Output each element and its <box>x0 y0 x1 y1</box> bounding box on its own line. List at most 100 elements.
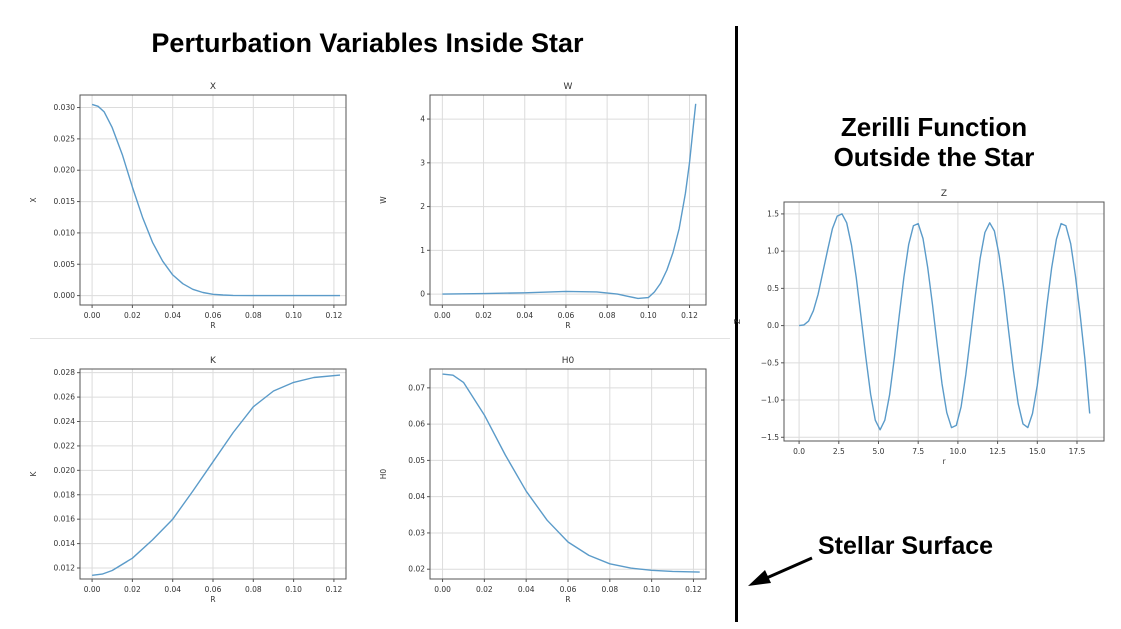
main-title: Perturbation Variables Inside Star <box>151 28 584 58</box>
chart-title: X <box>210 82 216 92</box>
y-tick-label: 4 <box>420 115 425 124</box>
y-tick-label: 1 <box>420 246 425 255</box>
y-tick-label: 3 <box>420 158 425 167</box>
y-tick-label: 0.5 <box>767 284 779 293</box>
x-tick-label: 0.02 <box>476 585 493 594</box>
x-tick-label: 17.5 <box>1069 447 1086 456</box>
y-tick-label: 0.018 <box>54 490 76 499</box>
y-tick-label: 0.06 <box>408 420 425 429</box>
y-tick-label: 2 <box>420 202 425 211</box>
y-axis-label: H0 <box>379 469 388 480</box>
x-tick-label: 0.02 <box>475 311 492 320</box>
plot-frame <box>783 201 1105 442</box>
series-line <box>442 103 697 300</box>
x-tick-label: 2.5 <box>833 447 845 456</box>
x-tick-label: 0.08 <box>245 311 262 320</box>
x-tick-label: 0.08 <box>601 585 618 594</box>
series-line <box>798 213 1091 431</box>
x-tick-label: 0.04 <box>164 311 181 320</box>
plot-frame <box>79 94 347 306</box>
chart-title: W <box>564 82 573 92</box>
x-axis-label: R <box>565 595 570 604</box>
x-tick-label: 0.10 <box>285 585 302 594</box>
y-tick-label: 0.020 <box>54 166 76 175</box>
x-tick-label: 0.12 <box>685 585 702 594</box>
y-tick-label: 0.04 <box>408 492 425 501</box>
y-tick-label: 0.03 <box>408 528 425 537</box>
y-tick-label: 0.020 <box>54 466 76 475</box>
y-tick-label: 1.5 <box>767 209 779 218</box>
series-line <box>91 103 340 297</box>
x-tick-label: 0.04 <box>516 311 533 320</box>
y-tick-label: 0.024 <box>54 417 76 426</box>
x-tick-label: 0.04 <box>164 585 181 594</box>
x-tick-label: 0.10 <box>285 311 302 320</box>
x-axis-label: R <box>210 321 215 330</box>
x-tick-label: 0.10 <box>640 311 657 320</box>
x-tick-label: 0.06 <box>205 311 222 320</box>
x-tick-label: 0.06 <box>558 311 575 320</box>
x-tick-label: 10.0 <box>950 447 967 456</box>
x-axis-label: r <box>942 457 946 466</box>
x-tick-label: 0.12 <box>326 585 343 594</box>
chart-title: H0 <box>562 356 575 366</box>
y-tick-label: 0.015 <box>54 197 76 206</box>
arrow-head <box>748 570 771 586</box>
y-tick-label: 0.030 <box>54 103 76 112</box>
panel-row-separator <box>30 338 730 339</box>
y-tick-label: −1.0 <box>761 396 779 405</box>
x-tick-label: 0.00 <box>84 311 101 320</box>
zerilli-title: Zerilli Function Outside the Star <box>748 112 1120 173</box>
x-axis-label: R <box>210 595 215 604</box>
y-tick-label: 0.016 <box>54 515 76 524</box>
chart-title: Z <box>941 189 947 199</box>
plot-frame <box>429 94 707 306</box>
x-axis-label: R <box>565 321 570 330</box>
x-tick-label: 0.00 <box>434 585 451 594</box>
zerilli-title-line2: Outside the Star <box>833 141 1035 172</box>
y-tick-label: 0.025 <box>54 134 76 143</box>
y-axis-label: W <box>379 196 388 204</box>
x-tick-label: 0.02 <box>124 585 141 594</box>
y-axis-label: Z <box>733 319 742 324</box>
y-tick-label: −0.5 <box>761 358 779 367</box>
y-tick-label: −1.5 <box>761 433 779 442</box>
y-tick-label: 0.022 <box>54 441 76 450</box>
x-tick-label: 0.0 <box>793 447 805 456</box>
stellar-surface-label: Stellar Surface <box>818 532 994 560</box>
stellar-surface-divider <box>735 26 738 622</box>
y-axis-label: X <box>29 197 38 202</box>
x-tick-label: 0.08 <box>245 585 262 594</box>
y-tick-label: 0.010 <box>54 228 76 237</box>
y-tick-label: 0.026 <box>54 393 76 402</box>
y-tick-label: 0.014 <box>54 539 76 548</box>
x-tick-label: 7.5 <box>912 447 924 456</box>
y-tick-label: 0.012 <box>54 564 76 573</box>
x-tick-label: 0.02 <box>124 311 141 320</box>
x-tick-label: 12.5 <box>989 447 1006 456</box>
y-tick-label: 0.000 <box>54 291 76 300</box>
x-tick-label: 5.0 <box>873 447 885 456</box>
y-tick-label: 1.0 <box>767 247 779 256</box>
plot-frame <box>79 368 347 580</box>
chart-title: K <box>210 356 217 366</box>
y-axis-label: K <box>29 470 38 476</box>
arrow-shaft <box>761 556 813 582</box>
y-tick-label: 0 <box>420 290 425 299</box>
y-tick-label: 0.05 <box>408 456 425 465</box>
y-tick-label: 0.005 <box>54 260 76 269</box>
plot-frame <box>429 368 707 580</box>
series-line <box>92 374 341 576</box>
x-tick-label: 0.00 <box>84 585 101 594</box>
x-tick-label: 0.12 <box>681 311 698 320</box>
series-line <box>442 373 700 573</box>
zerilli-title-line1: Zerilli Function <box>840 112 1028 142</box>
x-tick-label: 0.06 <box>560 585 577 594</box>
x-tick-label: 15.0 <box>1029 447 1046 456</box>
